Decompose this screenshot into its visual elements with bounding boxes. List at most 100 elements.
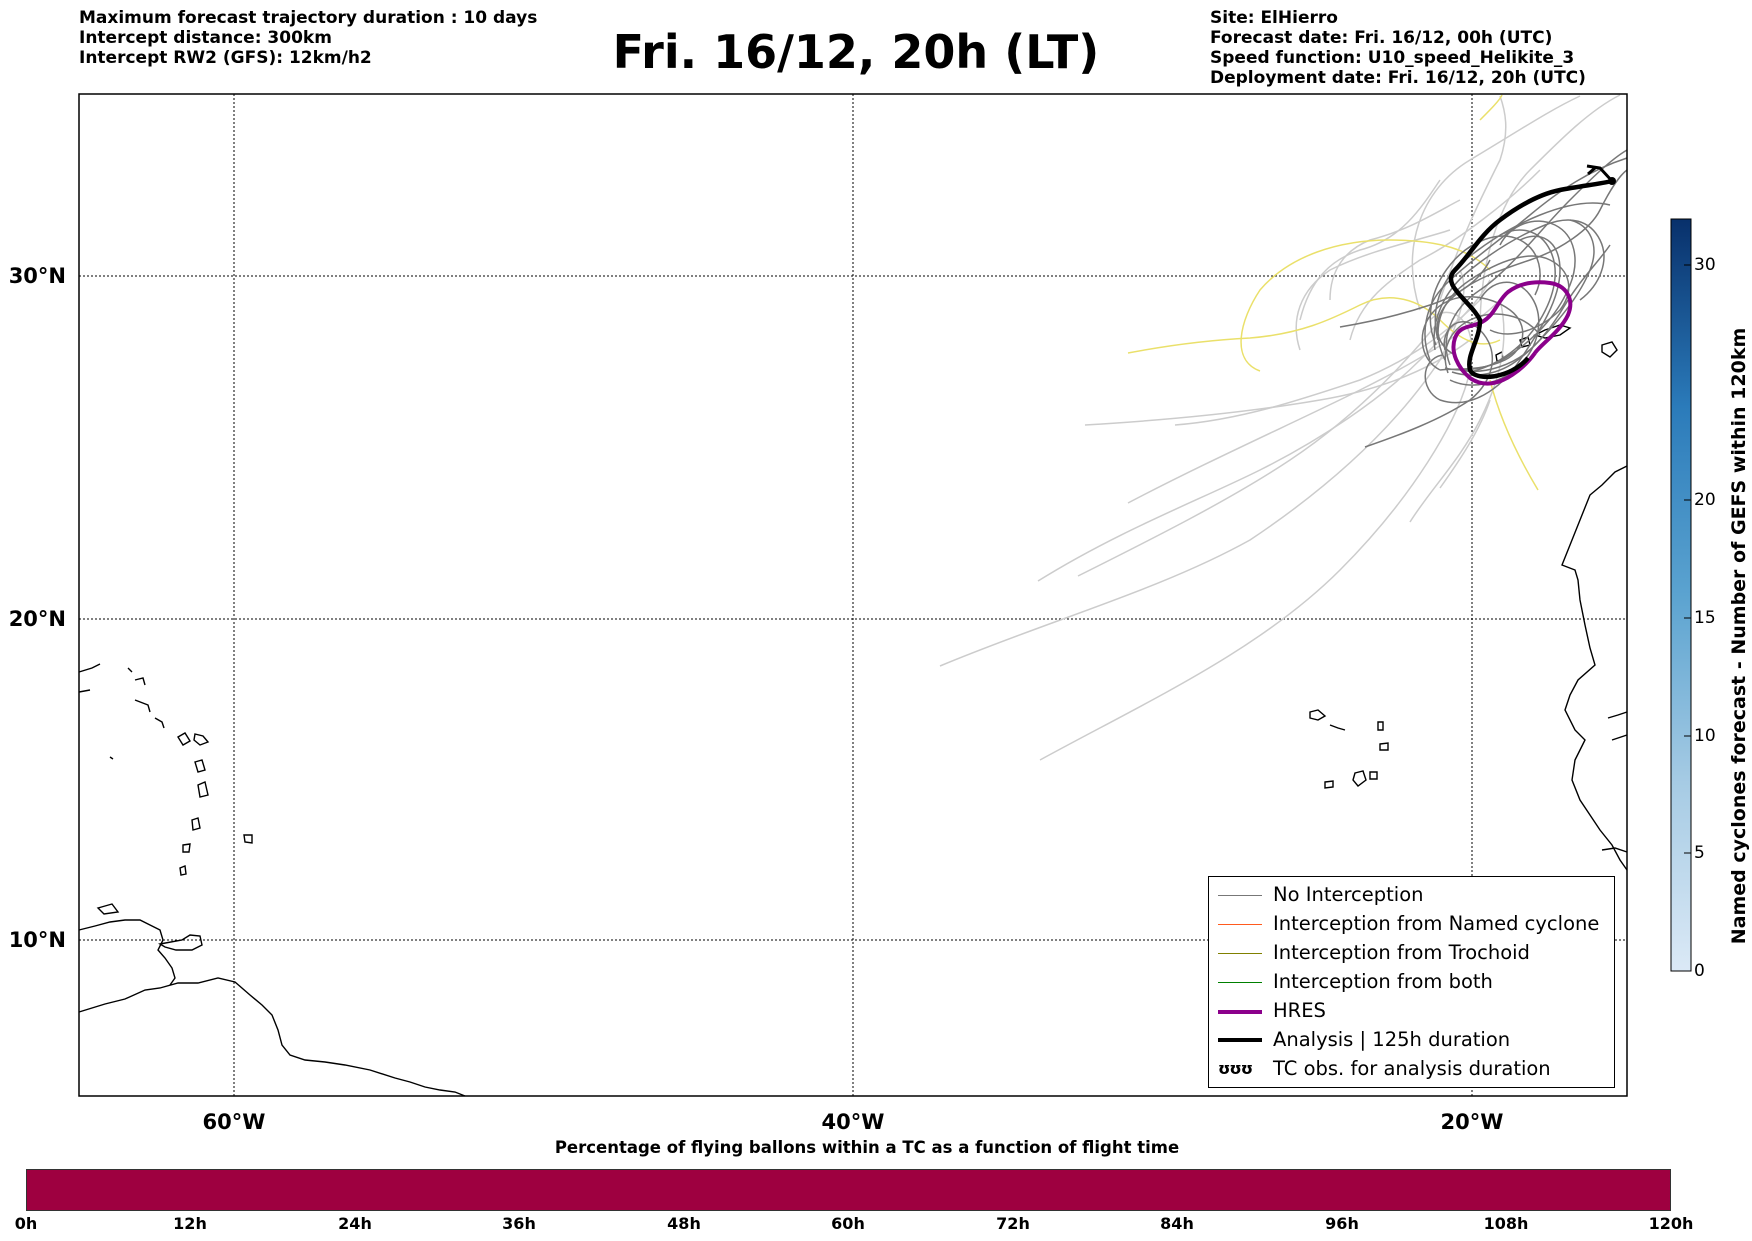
yellow-track xyxy=(1479,94,1503,121)
legend-label: TC obs. for analysis duration xyxy=(1273,1057,1551,1080)
coast-africa-islets xyxy=(1601,711,1628,853)
coast-cape-verde-6 xyxy=(1369,771,1378,780)
legend-line-no-interception xyxy=(1218,895,1262,896)
yellow-track xyxy=(1240,239,1491,372)
trajectory-light xyxy=(1037,279,1491,582)
trajectory-dark xyxy=(1339,259,1491,328)
coast-margarita xyxy=(96,903,120,915)
coast-cape-verde-1 xyxy=(1309,709,1327,721)
colorbar-tick-label-0: 0 xyxy=(1694,961,1705,981)
colorbar-ticks xyxy=(1684,264,1691,854)
coast-lesser-antilles-5 xyxy=(182,843,191,853)
lat-label-30n: 30°N xyxy=(9,264,66,288)
percentage-tick-label: 0h xyxy=(14,1214,38,1233)
coast-venezuela-north xyxy=(78,919,176,986)
speed-function-text: Speed function: U10_speed_Helikite_3 xyxy=(1210,48,1575,68)
tc-obs-icon: ʊʊʊ xyxy=(1218,1059,1253,1078)
trajectory-dark xyxy=(1469,229,1556,373)
percentage-bar xyxy=(26,1169,1671,1211)
legend-line-named-cyclone xyxy=(1218,924,1262,925)
legend-item-named-cyclone: Interception from Named cyclone xyxy=(1209,910,1614,939)
coast-canary-2 xyxy=(1601,341,1618,358)
ensemble-trajectories-light xyxy=(939,94,1621,761)
legend-label: Interception from Named cyclone xyxy=(1273,912,1600,935)
deployment-date-text: Deployment date: Fri. 16/12, 20h (UTC) xyxy=(1210,68,1586,88)
coast-lesser-antilles-1 xyxy=(177,732,191,746)
coast-cape-verde-5 xyxy=(1352,770,1367,787)
lon-label-20w: 20°W xyxy=(1441,1110,1504,1134)
trajectory-light xyxy=(1039,311,1473,761)
info-right: Site: ElHierro Forecast date: Fri. 16/12… xyxy=(1210,8,1586,88)
coast-lesser-antilles-2 xyxy=(194,759,206,773)
colorbar-tick-label-5: 5 xyxy=(1694,843,1705,863)
lat-label-10n: 10°N xyxy=(9,928,66,952)
trajectory-dark xyxy=(1459,219,1595,372)
intercept-rw2-text: Intercept RW2 (GFS): 12km/h2 xyxy=(79,48,372,68)
trajectory-light xyxy=(1329,199,1461,301)
coast-cape-verde-2 xyxy=(1329,724,1346,731)
percentage-tick-label: 48h xyxy=(667,1214,701,1233)
legend-line-hres xyxy=(1218,1010,1262,1014)
colorbar-tick-label-30: 30 xyxy=(1694,255,1716,275)
percentage-tick-label: 24h xyxy=(338,1214,372,1233)
percentage-tick-label: 96h xyxy=(1325,1214,1359,1233)
forecast-date-text: Forecast date: Fri. 16/12, 00h (UTC) xyxy=(1210,28,1553,48)
trajectory-dark xyxy=(1424,235,1561,404)
legend-line-both xyxy=(1218,982,1262,983)
analysis-start-dot xyxy=(1608,177,1616,185)
trajectory-light xyxy=(1299,179,1441,321)
coast-south-america xyxy=(78,977,466,1097)
coast-small-islands xyxy=(109,667,165,760)
coast-cape-verde-4 xyxy=(1379,742,1389,751)
no-interception-trajectories xyxy=(1339,149,1628,448)
percentage-tick-label: 120h xyxy=(1648,1214,1694,1233)
lat-label-20n: 20°N xyxy=(9,607,66,631)
page-title: Fri. 16/12, 20h (LT) xyxy=(612,25,1100,79)
trajectory-dark xyxy=(1429,235,1541,346)
legend-label: Analysis | 125h duration xyxy=(1273,1028,1511,1051)
percentage-tick-label: 84h xyxy=(1160,1214,1194,1233)
yellow-track xyxy=(1489,379,1539,491)
analysis-start-hook xyxy=(1586,164,1614,183)
legend-label: Interception from both xyxy=(1273,970,1493,993)
colorbar-tick-label-15: 15 xyxy=(1694,608,1716,628)
map-frame xyxy=(78,93,1628,1097)
info-left: Maximum forecast trajectory duration : 1… xyxy=(79,8,537,68)
percentage-bar-title: Percentage of flying ballons within a TC… xyxy=(554,1138,1180,1157)
trajectory-light xyxy=(939,269,1465,667)
intercept-distance-text: Intercept distance: 300km xyxy=(79,28,332,48)
trajectory-light xyxy=(1479,94,1621,331)
coast-lesser-antilles-3 xyxy=(197,781,209,798)
trajectory-light xyxy=(1084,339,1471,426)
lon-label-40w: 40°W xyxy=(822,1110,885,1134)
trajectory-light xyxy=(1295,229,1451,351)
percentage-tick-label: 60h xyxy=(831,1214,865,1233)
trajectory-light xyxy=(1439,95,1507,301)
coastlines xyxy=(78,324,1628,1097)
trajectory-light xyxy=(1439,399,1491,489)
trajectory-dark xyxy=(1445,149,1628,366)
coast-lesser-antilles-4 xyxy=(191,817,201,831)
legend-label: Interception from Trochoid xyxy=(1273,941,1530,964)
legend-item-analysis: Analysis | 125h duration xyxy=(1209,1026,1614,1055)
trajectory-dark xyxy=(1436,169,1628,356)
coast-virgin xyxy=(78,663,101,693)
percentage-tick-label: 12h xyxy=(173,1214,207,1233)
trajectory-light xyxy=(1174,299,1481,426)
lon-label-60w: 60°W xyxy=(203,1110,266,1134)
coast-canary-1 xyxy=(1533,324,1572,339)
colorbar xyxy=(1670,218,1692,972)
legend-label: No Interception xyxy=(1273,883,1424,906)
coast-africa xyxy=(1561,465,1628,871)
legend-line-analysis xyxy=(1218,1038,1262,1042)
trajectory-dark xyxy=(1424,157,1628,361)
trajectory-dark xyxy=(1444,313,1541,374)
yellow-tracks xyxy=(1127,94,1539,491)
coast-guadeloupe xyxy=(193,733,210,746)
site-text: Site: ElHierro xyxy=(1210,8,1338,28)
coast-lesser-antilles-6 xyxy=(179,865,187,876)
analysis-trajectory xyxy=(1448,178,1613,380)
coast-cape-verde-3 xyxy=(1377,721,1384,731)
legend-line-trochoid xyxy=(1218,953,1262,954)
